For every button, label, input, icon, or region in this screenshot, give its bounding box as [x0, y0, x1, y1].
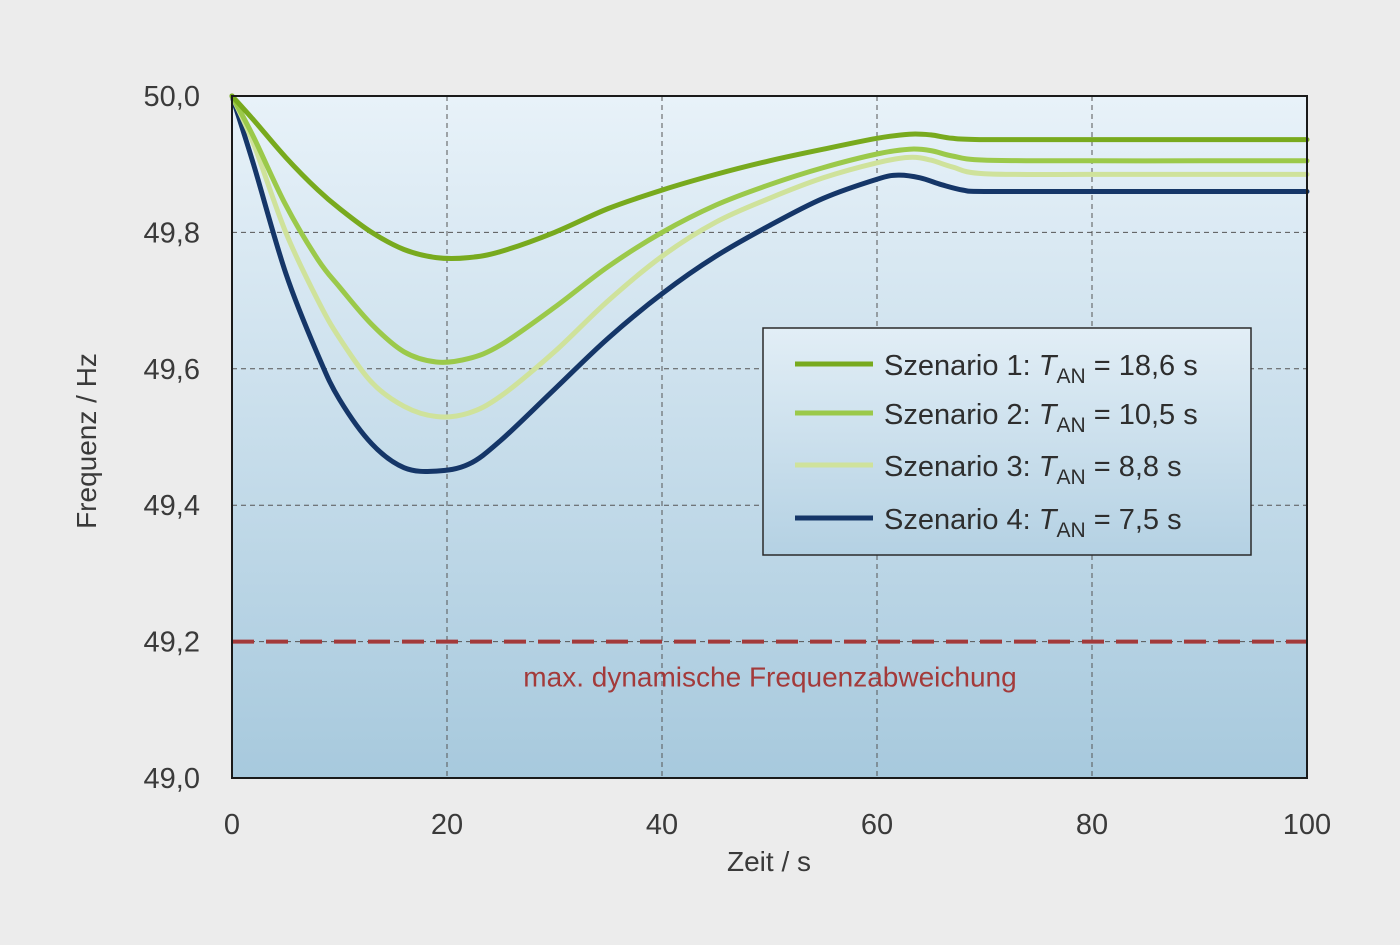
y-tick-label: 49,8 — [144, 217, 200, 249]
x-tick-label: 0 — [224, 809, 240, 841]
legend-item-4: Szenario 4: TAN = 7,5 s — [795, 504, 1182, 542]
y-axis-title: Frequenz / Hz — [71, 353, 102, 529]
legend-item-2: Szenario 2: TAN = 10,5 s — [795, 399, 1198, 437]
x-axis-title: Zeit / s — [727, 846, 811, 877]
legend-items: Szenario 1: TAN = 18,6 s Szenario 2: TAN … — [795, 350, 1198, 542]
series-line-3 — [229, 93, 1310, 420]
legend: Szenario 1: TAN = 18,6 s Szenario 2: TAN … — [762, 327, 1252, 556]
series-line-4 — [229, 93, 1310, 474]
legend-label: Szenario 2: TAN = 10,5 s — [884, 399, 1198, 437]
reference-line-group: max. dynamische Frequenzabweichung — [232, 639, 1307, 693]
y-tick-label: 49,0 — [144, 763, 200, 795]
y-tick-label: 50,0 — [144, 81, 200, 113]
legend-label: Szenario 1: TAN = 18,6 s — [884, 350, 1198, 388]
legend-item-1: Szenario 1: TAN = 18,6 s — [795, 350, 1198, 388]
y-tick-labels: 49,0 49,2 49,4 49,6 49,8 50,0 — [144, 81, 200, 795]
x-tick-label: 100 — [1283, 809, 1331, 841]
y-tick-label: 49,4 — [144, 490, 200, 522]
x-tick-label: 60 — [861, 809, 893, 841]
x-tick-label: 80 — [1076, 809, 1108, 841]
x-tick-label: 40 — [646, 809, 678, 841]
legend-item-3: Szenario 3: TAN = 8,8 s — [795, 451, 1182, 489]
plot-frame — [231, 95, 1308, 779]
series-group — [229, 93, 1310, 474]
series-line-1 — [229, 93, 1310, 262]
y-tick-label: 49,2 — [144, 627, 200, 659]
x-tick-labels: 0 20 40 60 80 100 — [224, 809, 1331, 841]
y-tick-label: 49,6 — [144, 354, 200, 386]
legend-label: Szenario 4: TAN = 7,5 s — [884, 504, 1182, 542]
legend-label: Szenario 3: TAN = 8,8 s — [884, 451, 1182, 489]
reference-line-label: max. dynamische Frequenzabweichung — [523, 662, 1016, 693]
series-line-2 — [229, 93, 1310, 365]
x-tick-label: 20 — [431, 809, 463, 841]
